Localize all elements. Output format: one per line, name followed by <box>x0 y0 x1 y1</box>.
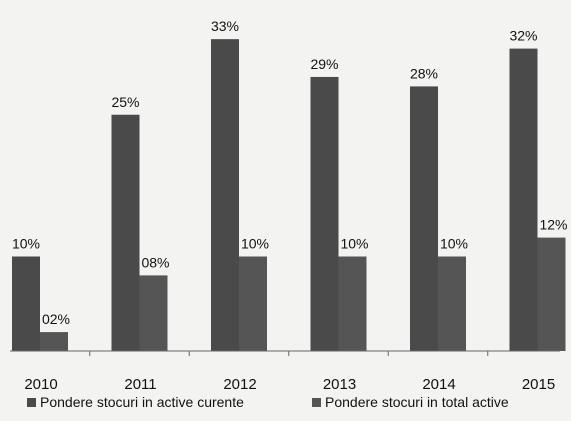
x-tick-label-2015: 2015 <box>522 376 555 393</box>
data-label-2013-series-2: 10% <box>340 236 368 252</box>
x-axis-tick-labels: 2010 2011 2012 2013 2014 2015 <box>24 376 555 393</box>
x-tick-label-2013: 2013 <box>323 376 356 393</box>
bar-2011-series-2 <box>139 275 168 351</box>
data-label-2015-series-1: 32% <box>509 28 537 44</box>
data-labels-group: 10% 02% 25% 08% 33% 10% 29% 10% 28% 10% 32% 12% <box>12 18 568 327</box>
bar-2012-series-2 <box>239 256 267 351</box>
legend-label-series-2: Pondere stocuri in total active <box>325 394 509 410</box>
data-label-2012-series-2: 10% <box>241 236 269 252</box>
bar-2013-series-2 <box>338 256 367 351</box>
bar-2014-series-2 <box>438 256 466 351</box>
bar-2010-series-2 <box>40 332 68 351</box>
data-label-2010-series-2: 02% <box>42 311 70 327</box>
data-label-2014-series-1: 28% <box>410 65 438 81</box>
bar-2011-series-1 <box>111 114 140 351</box>
bar-2015-series-2 <box>537 237 566 351</box>
legend-swatch-series-2 <box>312 398 321 407</box>
data-label-2010-series-1: 10% <box>12 236 40 252</box>
data-label-2011-series-1: 25% <box>111 94 139 110</box>
bar-2014-series-1 <box>410 86 438 352</box>
x-axis-ticks <box>89 351 489 356</box>
bar-2013-series-1 <box>310 76 339 351</box>
x-tick-label-2011: 2011 <box>124 376 156 393</box>
x-tick-label-2014: 2014 <box>422 376 455 393</box>
bar-2012-series-1 <box>211 39 239 352</box>
bar-2015-series-1 <box>509 48 538 351</box>
legend-swatch-series-1 <box>27 398 36 407</box>
data-label-2011-series-2: 08% <box>141 254 169 270</box>
bar-2010-series-1 <box>12 256 40 351</box>
legend: Pondere stocuri in active curente Ponder… <box>27 394 509 410</box>
data-label-2014-series-2: 10% <box>440 236 468 252</box>
data-label-2015-series-2: 12% <box>539 217 567 233</box>
x-tick-label-2010: 2010 <box>24 376 57 393</box>
bars-group <box>12 39 566 352</box>
data-label-2013-series-1: 29% <box>310 56 338 72</box>
legend-label-series-1: Pondere stocuri in active curente <box>40 394 244 410</box>
data-label-2012-series-1: 33% <box>211 18 239 34</box>
x-tick-label-2012: 2012 <box>223 376 256 393</box>
